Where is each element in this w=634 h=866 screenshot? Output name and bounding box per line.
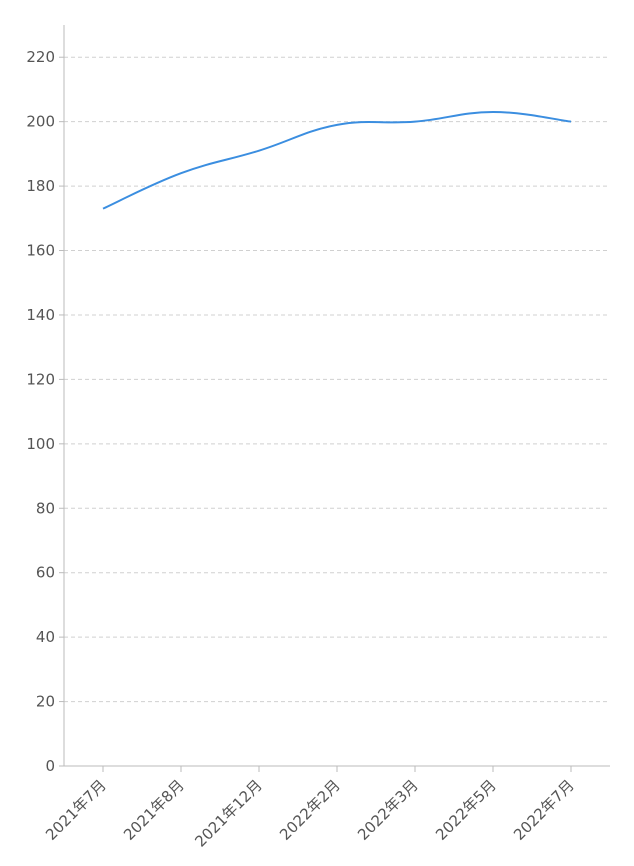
y-tick-label: 100	[26, 435, 55, 453]
y-tick-label: 160	[26, 242, 55, 260]
axes	[59, 25, 610, 772]
series-line	[102, 110, 572, 210]
x-tick-label: 2022年3月	[354, 776, 422, 844]
y-tick-label: 180	[26, 177, 55, 195]
x-tick-label: 2022年5月	[432, 776, 500, 844]
y-tick-label: 80	[36, 499, 55, 517]
y-tick-label: 120	[26, 370, 55, 388]
grid-lines	[64, 56, 610, 703]
y-tick-label: 0	[45, 757, 55, 775]
y-tick-label: 140	[26, 306, 55, 324]
x-tick-label: 2022年7月	[510, 776, 578, 844]
y-tick-label: 220	[26, 48, 55, 66]
x-tick-label: 2021年8月	[120, 776, 188, 844]
x-tick-label: 2022年2月	[276, 776, 344, 844]
y-tick-label: 20	[36, 693, 55, 711]
series-layer	[102, 110, 572, 210]
y-tick-label: 60	[36, 564, 55, 582]
x-tick-label: 2021年12月	[191, 776, 265, 850]
x-tick-label: 2021年7月	[42, 776, 110, 844]
y-tick-label: 200	[26, 113, 55, 131]
y-tick-label: 40	[36, 628, 55, 646]
